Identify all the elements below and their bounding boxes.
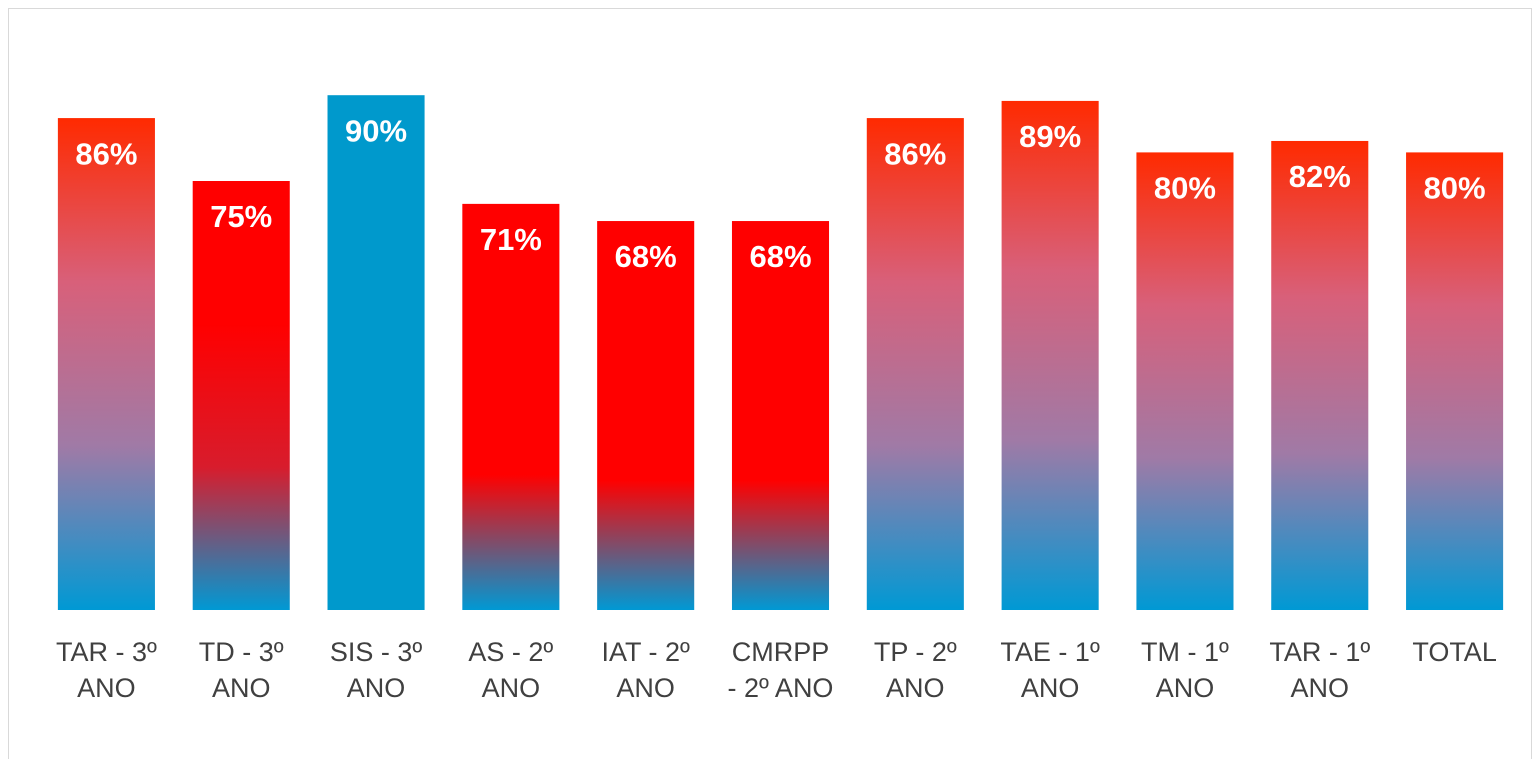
data-label: 80%: [1154, 171, 1216, 206]
x-tick-label: SIS - 3º ANO: [329, 637, 423, 703]
bar: [462, 203, 560, 610]
x-tick-label: TAE - 1º ANO: [1000, 637, 1100, 703]
bar: [597, 221, 695, 611]
data-label: 86%: [884, 136, 946, 171]
bar: [57, 118, 155, 610]
bar: [1271, 140, 1369, 610]
bar: [192, 181, 290, 610]
data-label: 86%: [75, 136, 137, 171]
x-tick-label: AS - 2º ANO: [468, 637, 554, 703]
x-tick-label: TM - 1º ANO: [1141, 637, 1229, 703]
x-tick-label: TD - 3º ANO: [198, 637, 284, 703]
bar: [327, 95, 425, 610]
data-label: 82%: [1289, 159, 1351, 194]
bar: [866, 118, 964, 610]
data-label: 71%: [480, 222, 542, 257]
bar: [1136, 152, 1234, 610]
x-tick-label: TAR - 3º ANO: [55, 637, 157, 703]
x-tick-label: TP - 2º ANO: [873, 637, 957, 703]
data-label: 90%: [345, 113, 407, 148]
data-label: 75%: [210, 199, 272, 234]
bar: [731, 221, 830, 611]
data-label: 80%: [1424, 171, 1486, 206]
bar: [1406, 152, 1504, 610]
x-tick-label: TOTAL: [1412, 637, 1497, 667]
data-label: 68%: [615, 239, 677, 274]
chart-frame: [8, 8, 1532, 759]
x-tick-label: IAT - 2º ANO: [601, 637, 690, 703]
data-label: 89%: [1019, 119, 1081, 154]
data-label: 68%: [749, 239, 811, 274]
bar: [1001, 100, 1099, 611]
x-tick-label: TAR - 1º ANO: [1269, 637, 1371, 703]
x-tick-label: CMRPP - 2º ANO: [727, 637, 834, 703]
